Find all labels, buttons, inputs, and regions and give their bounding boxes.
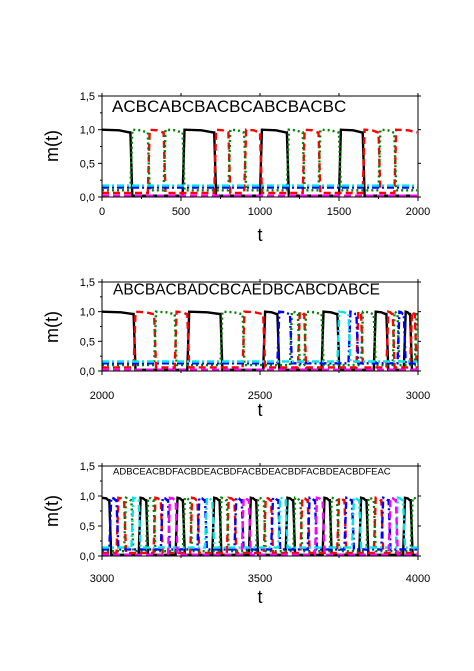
x-axis-label: t: [257, 587, 262, 607]
series-line-B: [102, 309, 418, 369]
series-line-E: [102, 310, 418, 363]
y-tick-label: 1,0: [80, 307, 95, 319]
sequence-annotation: ABCBACBADCBCAEDBCABCDABCE: [113, 281, 380, 298]
chart-panel-2: 0,0 0,5 1,0 1,5 2000 2500 3000 m(t) t ABCBACBADCB…: [42, 277, 430, 420]
series-line-D: [102, 310, 418, 365]
series-line-D: [102, 496, 418, 551]
y-tick-label: 1,5: [80, 461, 95, 473]
y-tick-label: 1,0: [80, 491, 95, 503]
x-tick-label: 3500: [248, 573, 272, 585]
sequence-annotation: ACBCABCBACBCABCBACBC: [112, 97, 346, 116]
y-tick-label: 0,0: [80, 551, 95, 563]
series-line-B: [102, 496, 418, 555]
plot-area: [102, 128, 418, 197]
y-tick-label: 0,5: [80, 336, 95, 348]
y-axis-label: m(t): [42, 130, 62, 162]
x-tick-label: 3000: [406, 390, 430, 402]
annotation-background: [111, 467, 393, 484]
y-axis-label: m(t): [42, 495, 62, 527]
x-tick-label: 3000: [90, 573, 114, 585]
annotation-background: [111, 283, 383, 305]
x-tick-label: 0: [99, 206, 105, 218]
series-line-A: [102, 310, 418, 371]
x-tick-label: 2000: [406, 206, 430, 218]
y-tick-label: 1,0: [80, 125, 95, 137]
y-tick-label: 0,0: [80, 192, 95, 204]
series-line-C: [102, 496, 418, 553]
y-tick-label: 1,5: [80, 91, 95, 103]
x-tick-label: 500: [172, 206, 190, 218]
y-tick-label: 0,5: [80, 158, 95, 170]
x-tick-label: 2500: [248, 390, 272, 402]
y-tick-label: 0,0: [80, 366, 95, 378]
x-tick-label: 1500: [327, 206, 351, 218]
sequence-annotation: ADBCEACBDFACBDEACBDFACBDEACBDFACBDEACBDF…: [113, 466, 391, 477]
series-line-C: [102, 128, 418, 192]
series-line-A: [102, 496, 418, 556]
x-axis-label: t: [257, 400, 262, 420]
x-tick-label: 4000: [406, 573, 430, 585]
y-axis-label: m(t): [42, 311, 62, 343]
annotation-background: [110, 97, 349, 122]
plot-area: [102, 496, 418, 556]
series-line-B: [102, 128, 418, 195]
chart-panel-3: 0,0 0,5 1,0 1,5 3000 3500 4000 m(t) t ADBCEACBDFA…: [42, 461, 430, 607]
series-line-E: [102, 496, 418, 549]
y-tick-label: 0,5: [80, 521, 95, 533]
chart-panel-1: 0,0 0,5 1,0 1,5 0 500 1000 1500 2000 m(t) t ACBCABC…: [42, 91, 430, 245]
x-axis-label: t: [257, 225, 262, 245]
x-tick-label: 2000: [90, 390, 114, 402]
series-line-C: [102, 309, 418, 367]
plot-area: [102, 309, 418, 371]
x-tick-label: 1000: [248, 206, 272, 218]
y-tick-label: 1,5: [80, 277, 95, 289]
series-line-F: [102, 496, 418, 556]
